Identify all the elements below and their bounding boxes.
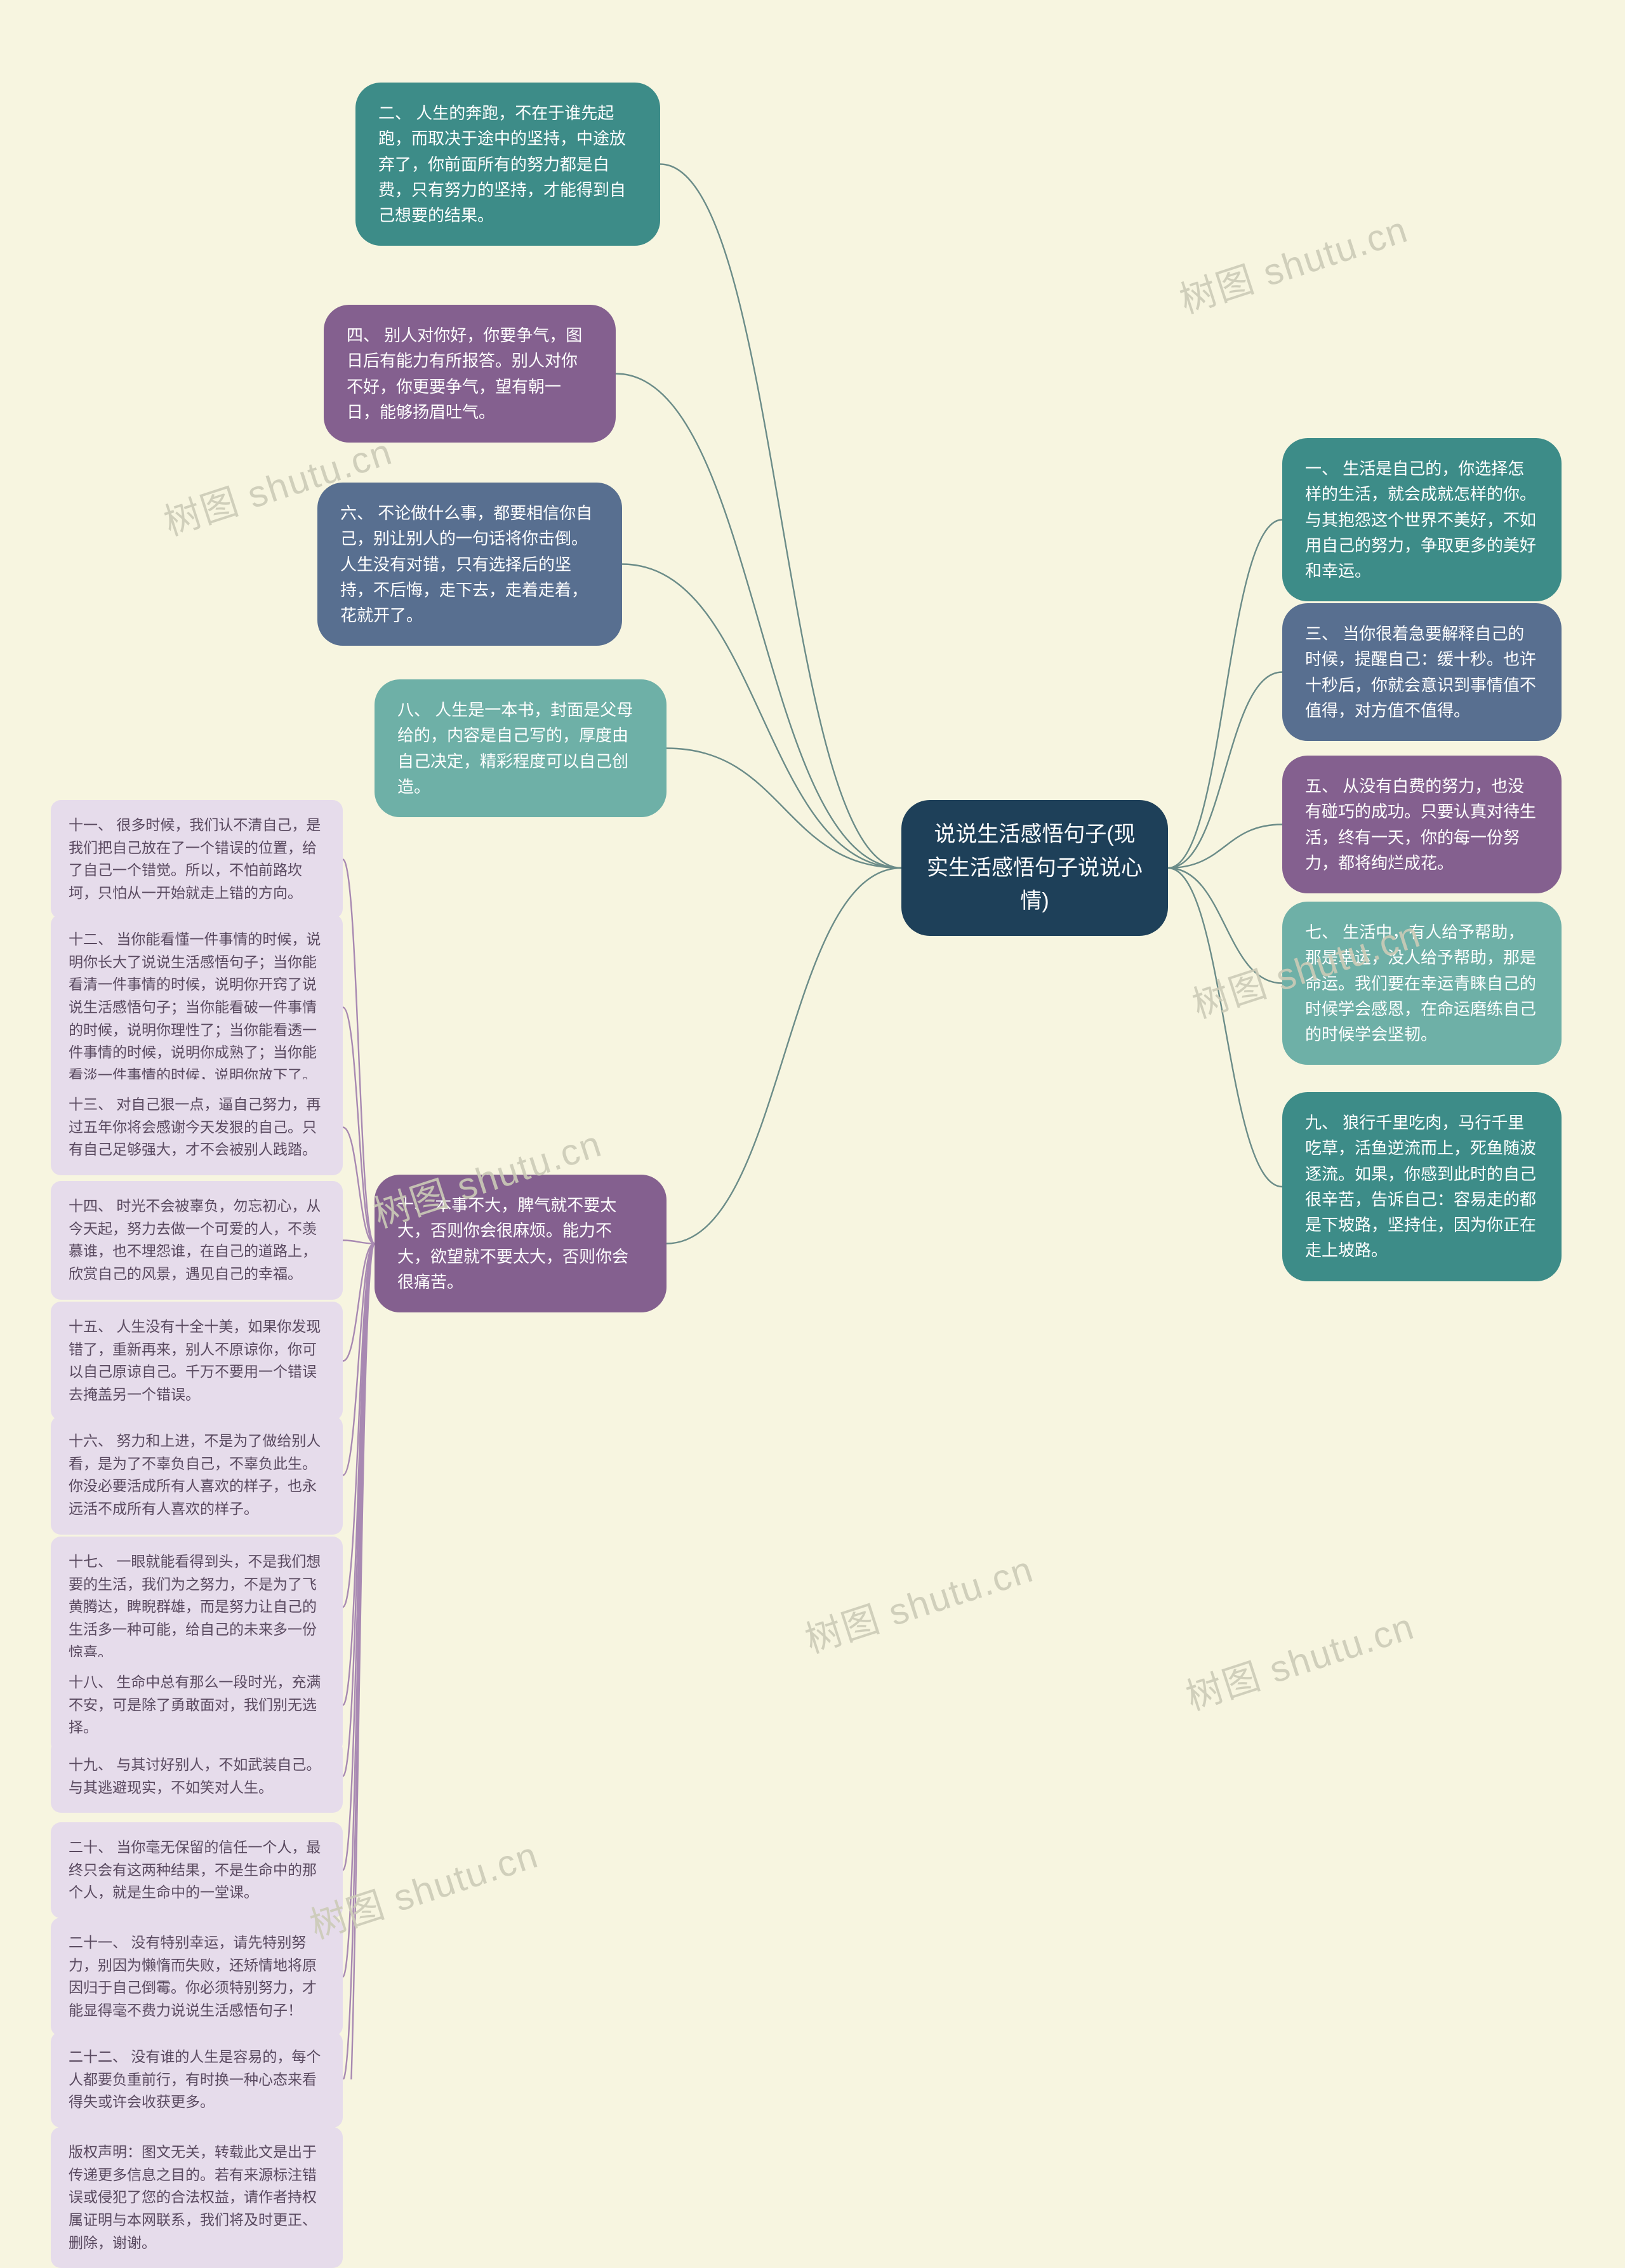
branch-node-n2: 二、 人生的奔跑，不在于谁先起跑，而取决于途中的坚持，中途放弃了，你前面所有的努… <box>355 83 660 246</box>
branch-node-n7: 七、 生活中，有人给予帮助，那是幸运，没人给予帮助，那是命运。我们要在幸运青睐自… <box>1282 902 1562 1065</box>
leaf-node-l12: 十二、 当你能看懂一件事情的时候，说明你长大了说说生活感悟句子；当你能看清一件事… <box>51 914 343 1100</box>
leaf-node-l22: 二十二、 没有谁的人生是容易的，每个人都要负重前行，有时换一种心态来看得失或许会… <box>51 2032 343 2128</box>
leaf-node-l16: 十六、 努力和上进，不是为了做给别人看，是为了不辜负自己，不辜负此生。你没必要活… <box>51 1416 343 1535</box>
center-node: 说说生活感悟句子(现实生活感悟句子说说心情) <box>901 800 1168 936</box>
leaf-node-l20: 二十、 当你毫无保留的信任一个人，最终只会有这两种结果，不是生命中的那个人，就是… <box>51 1822 343 1918</box>
leaf-node-l18: 十八、 生命中总有那么一段时光，充满不安，可是除了勇敢面对，我们别无选择。 <box>51 1657 343 1753</box>
mindmap-canvas: 说说生活感悟句子(现实生活感悟句子说说心情) 二、 人生的奔跑，不在于谁先起跑，而… <box>0 0 1625 2079</box>
branch-node-n10: 十、 本事不大，脾气就不要太大，否则你会很麻烦。能力不大，欲望就不要太大，否则你… <box>375 1175 667 1312</box>
branch-node-n4: 四、 别人对你好，你要争气，图日后有能力有所报答。别人对你不好，你更要争气，望有… <box>324 305 616 443</box>
leaf-node-l19: 十九、 与其讨好别人，不如武装自己。与其逃避现实，不如笑对人生。 <box>51 1740 343 1813</box>
branch-node-n9: 九、 狼行千里吃肉，马行千里吃草，活鱼逆流而上，死鱼随波逐流。如果，你感到此时的… <box>1282 1092 1562 1281</box>
leaf-node-l11: 十一、 很多时候，我们认不清自己，是我们把自己放在了一个错误的位置，给了自己一个… <box>51 800 343 919</box>
branch-node-n3: 三、 当你很着急要解释自己的时候，提醒自己：缓十秒。也许十秒后，你就会意识到事情… <box>1282 603 1562 741</box>
leaf-node-l14: 十四、 时光不会被辜负，勿忘初心，从今天起，努力去做一个可爱的人，不羡慕谁，也不… <box>51 1181 343 1300</box>
leaf-node-lcopy: 版权声明：图文无关，转载此文是出于传递更多信息之目的。若有来源标注错误或侵犯了您… <box>51 2127 343 2268</box>
leaf-node-l21: 二十一、 没有特别幸运，请先特别努力，别因为懒惰而失败，还矫情地将原因归于自己倒… <box>51 1918 343 2036</box>
branch-node-n8: 八、 人生是一本书，封面是父母给的，内容是自己写的，厚度由自己决定，精彩程度可以… <box>375 679 667 817</box>
branch-node-n1: 一、 生活是自己的，你选择怎样的生活，就会成就怎样的你。与其抱怨这个世界不美好，… <box>1282 438 1562 601</box>
watermark: 树图 shutu.cn <box>1178 1596 1420 1720</box>
leaf-node-l15: 十五、 人生没有十全十美，如果你发现错了，重新再来，别人不原谅你，你可以自己原谅… <box>51 1302 343 1420</box>
watermark: 树图 shutu.cn <box>797 1539 1039 1663</box>
leaf-node-l13: 十三、 对自己狠一点，逼自己努力，再过五年你将会感谢今天发狠的自己。只有自己足够… <box>51 1079 343 1175</box>
branch-node-n5: 五、 从没有白费的努力，也没有碰巧的成功。只要认真对待生活，终有一天，你的每一份… <box>1282 756 1562 893</box>
branch-node-n6: 六、 不论做什么事，都要相信你自己，别让别人的一句话将你击倒。人生没有对错，只有… <box>317 483 622 646</box>
leaf-node-l17: 十七、 一眼就能看得到头，不是我们想要的生活，我们为之努力，不是为了飞黄腾达，睥… <box>51 1537 343 1678</box>
watermark: 树图 shutu.cn <box>1172 199 1414 323</box>
